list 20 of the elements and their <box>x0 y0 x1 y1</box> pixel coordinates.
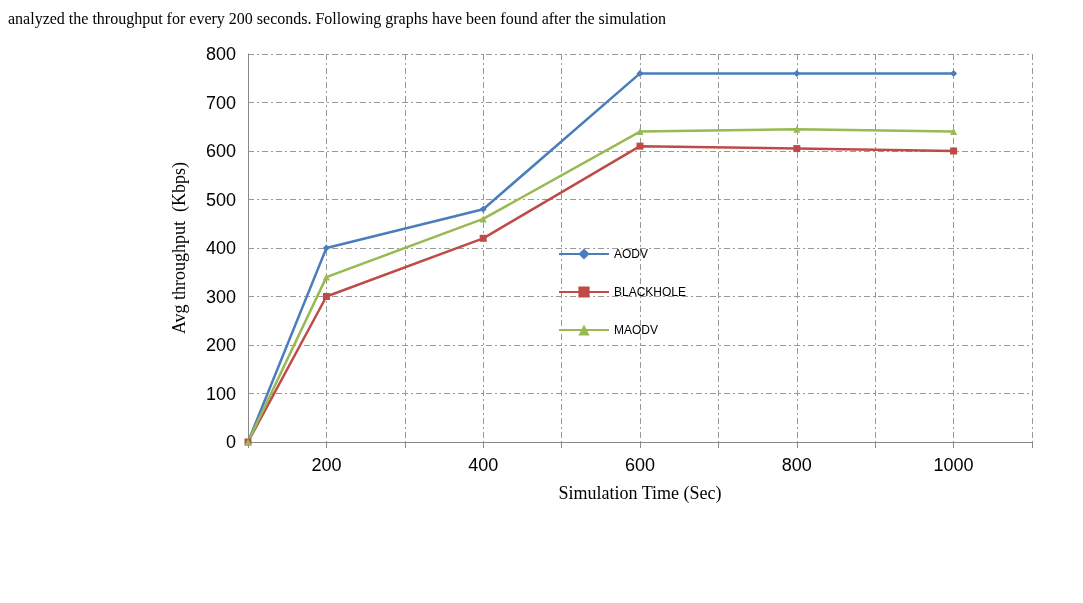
y-tick-label: 500 <box>205 189 236 210</box>
y-tick-label: 400 <box>205 238 236 258</box>
x-axis-title: Simulation Time (Sec) <box>558 483 722 504</box>
x-tick-label: 200 <box>311 455 342 475</box>
legend-label: AODV <box>614 247 649 261</box>
x-tick-label: 600 <box>624 455 656 475</box>
y-axis-title: Avg throughput (Kbps) <box>169 161 190 335</box>
x-tick-label: 400 <box>468 455 499 475</box>
x-tick-label: 1000 <box>933 455 974 475</box>
y-tick-label: 700 <box>205 92 236 113</box>
legend-label: BLACKHOLE <box>614 285 687 299</box>
y-tick-label: 800 <box>205 44 236 64</box>
text: analyzed the throughput for every 200 seconds. Following graphs have been found after the simulation <box>8 9 667 28</box>
y-tick-label: 300 <box>205 286 236 307</box>
y-tick-label: 600 <box>205 141 236 161</box>
y-tick-label: 200 <box>205 335 236 355</box>
y-tick-label: 0 <box>225 432 236 452</box>
legend-label: MAODV <box>614 323 659 337</box>
x-tick-label: 800 <box>781 455 812 475</box>
y-tick-label: 100 <box>205 383 236 404</box>
